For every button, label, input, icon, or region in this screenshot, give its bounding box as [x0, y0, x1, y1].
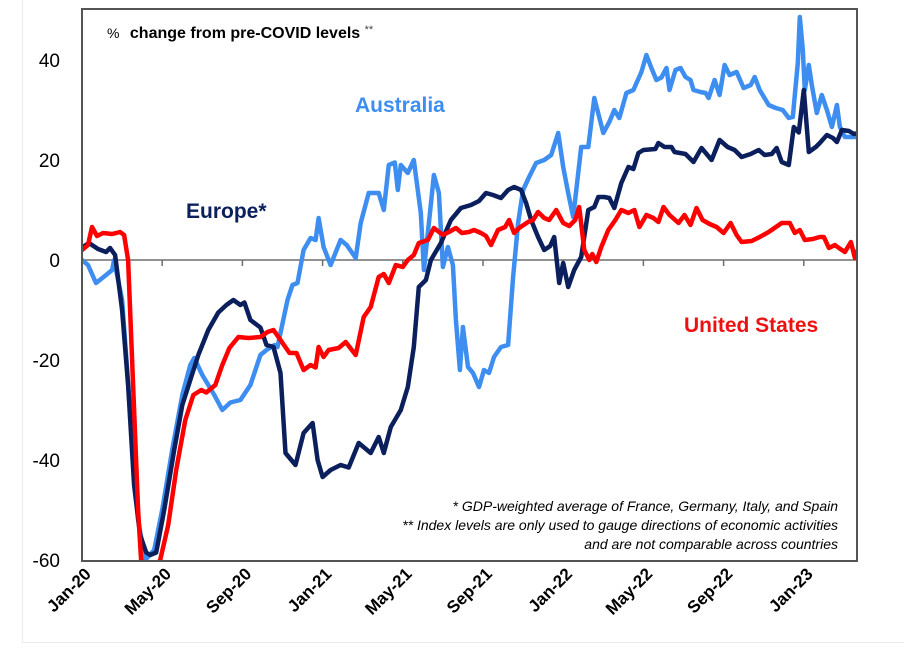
- plot-area: [82, 9, 857, 561]
- y-tick-label: 40: [39, 51, 60, 72]
- x-tick-label: Jan-20: [43, 564, 95, 616]
- image-frame: [22, 0, 904, 643]
- footnote-not-comparable: and are not comparable across countries: [584, 536, 838, 552]
- title-percent-sign: %: [107, 25, 119, 41]
- title-text: change from pre-COVID levels: [130, 25, 360, 42]
- x-tick-label: Jan-21: [284, 564, 336, 616]
- title-footnote-mark: **: [365, 24, 374, 36]
- plot-border: [81, 8, 858, 562]
- footnote-index-levels: ** Index levels are only used to gauge d…: [402, 517, 838, 533]
- y-tick-label: -40: [33, 451, 60, 472]
- y-tick-label: -60: [33, 551, 60, 572]
- x-tick-label: May-22: [602, 564, 656, 618]
- y-tick-label: 0: [49, 251, 60, 272]
- series-line-europe: [82, 87, 857, 558]
- x-tick-label: Jan-23: [765, 564, 817, 616]
- x-tick-label: Sep-21: [443, 564, 496, 617]
- chart-title: % change from pre-COVID levels **: [107, 24, 374, 42]
- series-lines: [82, 14, 857, 561]
- x-tick-label: Sep-22: [684, 564, 737, 617]
- x-tick-label: Jan-22: [524, 564, 576, 616]
- y-axis-tick-labels: 40 20 0 -20 -40 -60: [33, 51, 60, 572]
- series-label-europe: Europe*: [186, 200, 267, 223]
- footnote-europe: * GDP-weighted average of France, German…: [453, 498, 839, 514]
- series-line-australia: [82, 14, 857, 561]
- series-line-united-states: [82, 204, 857, 561]
- y-tick-label: 20: [39, 151, 60, 172]
- x-tick-label: May-21: [361, 564, 415, 618]
- x-tick-label: May-20: [121, 564, 175, 618]
- series-label-australia: Australia: [355, 94, 445, 117]
- series-label-united-states: United States: [684, 314, 818, 337]
- x-axis-tick-labels: Jan-20 May-20 Sep-20 Jan-21 May-21 Sep-21 Jan-…: [43, 564, 816, 618]
- x-tick-label: Sep-20: [202, 564, 255, 617]
- y-tick-label: -20: [33, 351, 60, 372]
